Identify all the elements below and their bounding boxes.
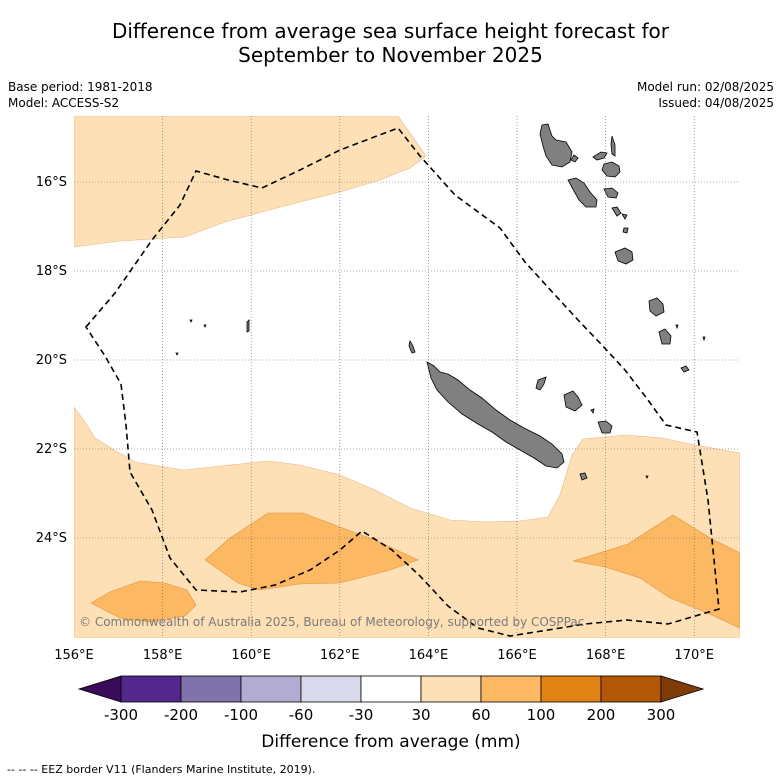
island-maewo [610, 135, 616, 157]
island-new-caledonia [426, 361, 565, 469]
island-ambae [592, 151, 608, 161]
colorbar-label-300: 300 [647, 706, 676, 724]
colorbar-bin-6 [420, 675, 482, 703]
lon-tick-156: 156°E [54, 648, 94, 663]
colorbar-bin-5 [360, 675, 422, 703]
colorbar-min-extension [77, 675, 122, 703]
island-ambrym [603, 187, 619, 199]
base-info: Base period: 1981-2018 Model: ACCESS-S2 [8, 79, 153, 111]
colorbar-bin-1 [120, 675, 182, 703]
island-small-vanuatu [622, 227, 629, 234]
lon-tick-162: 162°E [320, 648, 360, 663]
colorbar-max-extension [660, 675, 705, 703]
island-malo [570, 154, 579, 163]
anomaly-30-60-north [74, 116, 427, 248]
map-title: Difference from average sea surface heig… [0, 19, 781, 67]
colorbar-label-minus-300: -300 [104, 706, 138, 724]
lat-tick-labels: 16°S 18°S 20°S 22°S 24°S [36, 175, 67, 546]
island-belep [408, 339, 416, 354]
colorbar-label-100: 100 [527, 706, 556, 724]
colorbar-bin-7 [480, 675, 542, 703]
island-efate [614, 247, 634, 265]
colorbar-label-minus-60: -60 [289, 706, 314, 724]
island-espiritu-santo [539, 123, 573, 168]
colorbar-bin-3 [240, 675, 302, 703]
colorbar-bin-4 [300, 675, 362, 703]
colorbar [77, 675, 705, 703]
model-run: Model run: 02/08/2025 [636, 80, 774, 94]
lat-tick-22s: 22°S [36, 442, 67, 457]
eez-border-new-caledonia [85, 127, 720, 637]
island-malekula [567, 177, 598, 208]
lon-gridlines [162, 116, 695, 638]
island-pentecost [601, 161, 621, 178]
island-walpole [579, 472, 588, 481]
island-epi [611, 206, 622, 217]
title-line-2: September to November 2025 [238, 43, 543, 67]
island-chesterfield-north [246, 319, 250, 333]
base-period: Base period: 1981-2018 [8, 80, 153, 94]
island-mare [597, 420, 613, 434]
copyright-notice: © Commonwealth of Australia 2025, Bureau… [79, 615, 584, 629]
issued-date: Issued: 04/08/2025 [658, 96, 774, 110]
colorbar-label-minus-30: -30 [349, 706, 374, 724]
lon-tick-166: 166°E [497, 648, 537, 663]
colorbar-bin-2 [180, 675, 242, 703]
island-shepherds [621, 213, 628, 220]
island-aniwa [702, 336, 706, 342]
colorbar-label-60: 60 [471, 706, 490, 724]
model-name: Model: ACCESS-S2 [8, 96, 120, 110]
lon-tick-168: 168°E [586, 648, 626, 663]
island-chesterfield-reef-3 [175, 352, 179, 356]
colorbar-bin-8 [540, 675, 602, 703]
colorbar-labels: -300 -200 -100 -60 -30 30 60 100 200 300 [104, 706, 675, 724]
eez-legend-footer: -- -- -- EEZ border V11 (Flanders Marine… [7, 763, 316, 776]
island-hunter [645, 475, 649, 479]
title-line-1: Difference from average sea surface heig… [111, 19, 670, 43]
lon-tick-170: 170°E [674, 648, 714, 663]
island-aneityum [680, 365, 690, 373]
colorbar-label-30: 30 [411, 706, 430, 724]
island-futuna [675, 324, 679, 330]
colorbar-label-200: 200 [587, 706, 616, 724]
lon-tick-158: 158°E [143, 648, 183, 663]
island-tanna [658, 328, 672, 345]
island-chesterfield-reef-1 [189, 319, 193, 323]
lat-tick-18s: 18°S [36, 264, 67, 279]
anomaly-60-100-southwest [90, 580, 197, 623]
run-info: Model run: 02/08/2025 Issued: 04/08/2025 [637, 79, 774, 111]
island-lifou [563, 390, 583, 412]
colorbar-label-minus-200: -200 [164, 706, 198, 724]
lon-tick-160: 160°E [231, 648, 271, 663]
island-ouvea [535, 376, 547, 391]
lon-tick-164: 164°E [409, 648, 449, 663]
island-erromango [648, 297, 665, 317]
island-chesterfield-reef-2 [203, 324, 207, 328]
map-area: © Commonwealth of Australia 2025, Bureau… [74, 116, 740, 638]
lat-gridlines [74, 181, 740, 539]
lat-tick-16s: 16°S [36, 175, 67, 190]
colorbar-label-minus-100: -100 [224, 706, 258, 724]
lat-tick-24s: 24°S [36, 531, 67, 546]
colorbar-title: Difference from average (mm) [261, 732, 520, 752]
colorbar-bin-9 [600, 675, 662, 703]
lat-tick-20s: 20°S [36, 353, 67, 368]
island-tiga [590, 408, 595, 414]
anomaly-60-100-center [204, 512, 419, 591]
lon-tick-labels: 156°E 158°E 160°E 162°E 164°E 166°E 168°… [54, 648, 714, 663]
land-masses [175, 123, 706, 481]
anomaly-60-100-east [572, 514, 740, 629]
